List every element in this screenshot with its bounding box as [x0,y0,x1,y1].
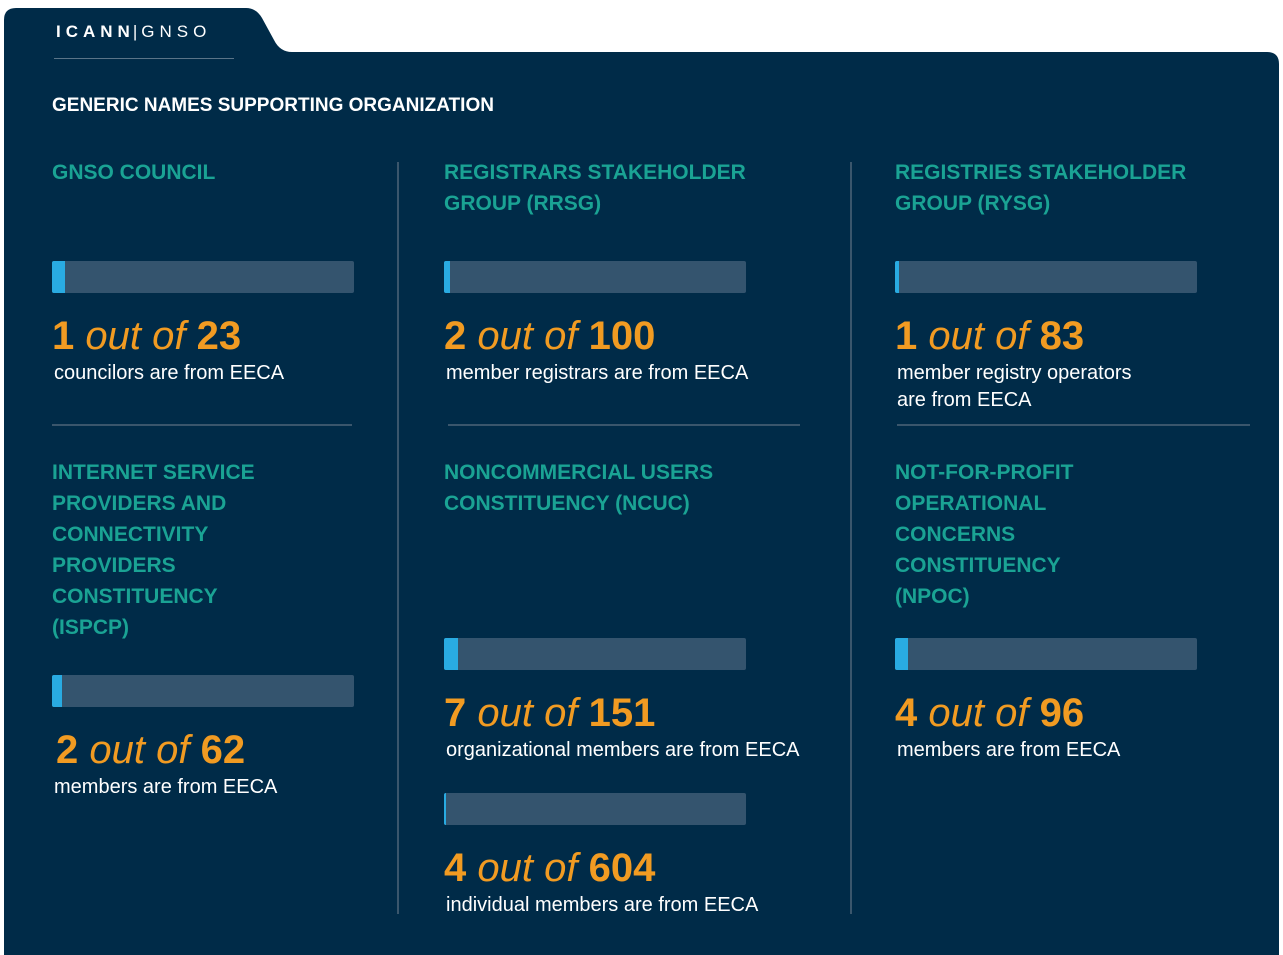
stat-connector: out of [89,728,190,772]
stat-caption: member registry operators are from EECA [897,360,1277,414]
stat-total: 83 [1039,314,1085,358]
stat-total: 62 [200,728,246,772]
panel [4,8,1279,955]
group-title-line: (NPOC) [895,585,970,608]
brand-separator: | [132,22,138,41]
group-title-line: GNSO COUNCIL [52,161,216,184]
group-title-line: INTERNET SERVICE [52,461,255,484]
group-title: NOT-FOR-PROFIT OPERATIONAL CONCERNS CONSTIT… [895,457,1073,612]
group-title-line: PROVIDERS AND [52,492,227,515]
group-title: GNSO COUNCIL [52,157,215,188]
stat-total: 151 [588,691,656,735]
progress-fill [52,675,62,707]
progress-fill [895,261,899,293]
stat-caption-line: member registry operators [897,362,1132,384]
progress-track [895,638,1197,670]
group-title-line: OPERATIONAL [895,492,1047,515]
stat-figure: 4 out of 604 [444,846,655,890]
group-title-line: CONSTITUENCY [52,585,218,608]
group-title-line: CONSTITUENCY [895,554,1061,577]
stat-connector: out of [477,691,578,735]
group-title: INTERNET SERVICE PROVIDERS AND CONNECTIVIT… [52,457,255,643]
stat-count: 2 [56,728,79,772]
brand: ICANN| GNSO [56,22,211,42]
group-title-line: NONCOMMERCIAL USERS [444,461,714,484]
stat-figure: 2 out of 62 [56,728,245,772]
group-title: REGISTRARS STAKEHOLDER GROUP (RRSG) [444,157,746,219]
stat-connector: out of [928,691,1029,735]
row-divider [448,424,800,426]
stat-count: 1 [52,314,75,358]
progress-fill [444,261,451,293]
stat-figure: 4 out of 96 [895,691,1084,735]
brand-sub: GNSO [141,22,212,41]
progress-track [52,261,354,293]
group-title-line: GROUP (RYSG) [895,192,1051,215]
progress-track [444,261,746,293]
row-divider [52,424,352,426]
progress-fill [444,638,458,670]
row-divider [897,424,1250,426]
stat-count: 4 [895,691,918,735]
stat-figure: 1 out of 83 [895,314,1084,358]
stat-caption: organizational members are from EECA [446,737,826,764]
stat-caption-line: councilors are from EECA [54,362,285,384]
stat-connector: out of [477,846,578,890]
stat-figure: 1 out of 23 [52,314,241,358]
group-title-line: CONCERNS [895,523,1016,546]
group-title-line: GROUP (RRSG) [444,192,602,215]
stat-caption: member registrars are from EECA [446,360,826,387]
group-title-line: REGISTRIES STAKEHOLDER [895,161,1187,184]
progress-track [52,675,354,707]
group-title: REGISTRIES STAKEHOLDER GROUP (RYSG) [895,157,1186,219]
stat-caption-line: organizational members are from EECA [446,739,800,761]
stat-figure: 2 out of 100 [444,314,655,358]
stat-count: 4 [444,846,467,890]
stat-count: 1 [895,314,918,358]
stat-figure: 7 out of 151 [444,691,655,735]
stat-caption: individual members are from EECA [446,892,826,919]
stat-connector: out of [477,314,578,358]
stat-total: 23 [196,314,242,358]
column-divider [850,162,852,914]
stat-caption-line: are from EECA [897,389,1032,411]
progress-fill [52,261,66,293]
stat-caption: councilors are from EECA [54,360,434,387]
main-title: GENERIC NAMES SUPPORTING ORGANIZATION [52,95,494,116]
stat-caption: members are from EECA [897,737,1277,764]
progress-fill [444,793,446,825]
group-title-line: (ISPCP) [52,616,130,639]
stat-total: 96 [1039,691,1085,735]
stat-caption: members are from EECA [54,774,434,801]
column-divider [397,162,399,914]
brand-rule [54,58,234,59]
progress-track [444,638,746,670]
stat-caption-line: members are from EECA [897,739,1121,761]
stat-total: 100 [588,314,656,358]
progress-track [444,793,746,825]
stat-count: 2 [444,314,467,358]
group-title-line: CONNECTIVITY [52,523,209,546]
progress-fill [895,638,908,670]
progress-track [895,261,1197,293]
stat-connector: out of [85,314,186,358]
brand-name: ICANN [56,22,135,41]
stat-caption-line: member registrars are from EECA [446,362,749,384]
group-title-line: REGISTRARS STAKEHOLDER [444,161,746,184]
stat-count: 7 [444,691,467,735]
group-title-line: PROVIDERS [52,554,176,577]
group-title-line: NOT-FOR-PROFIT [895,461,1074,484]
group-title: NONCOMMERCIAL USERS CONSTITUENCY (NCUC) [444,457,713,519]
stat-total: 604 [588,846,656,890]
stat-connector: out of [928,314,1029,358]
stat-caption-line: members are from EECA [54,776,278,798]
group-title-line: CONSTITUENCY (NCUC) [444,492,690,515]
stat-caption-line: individual members are from EECA [446,894,759,916]
